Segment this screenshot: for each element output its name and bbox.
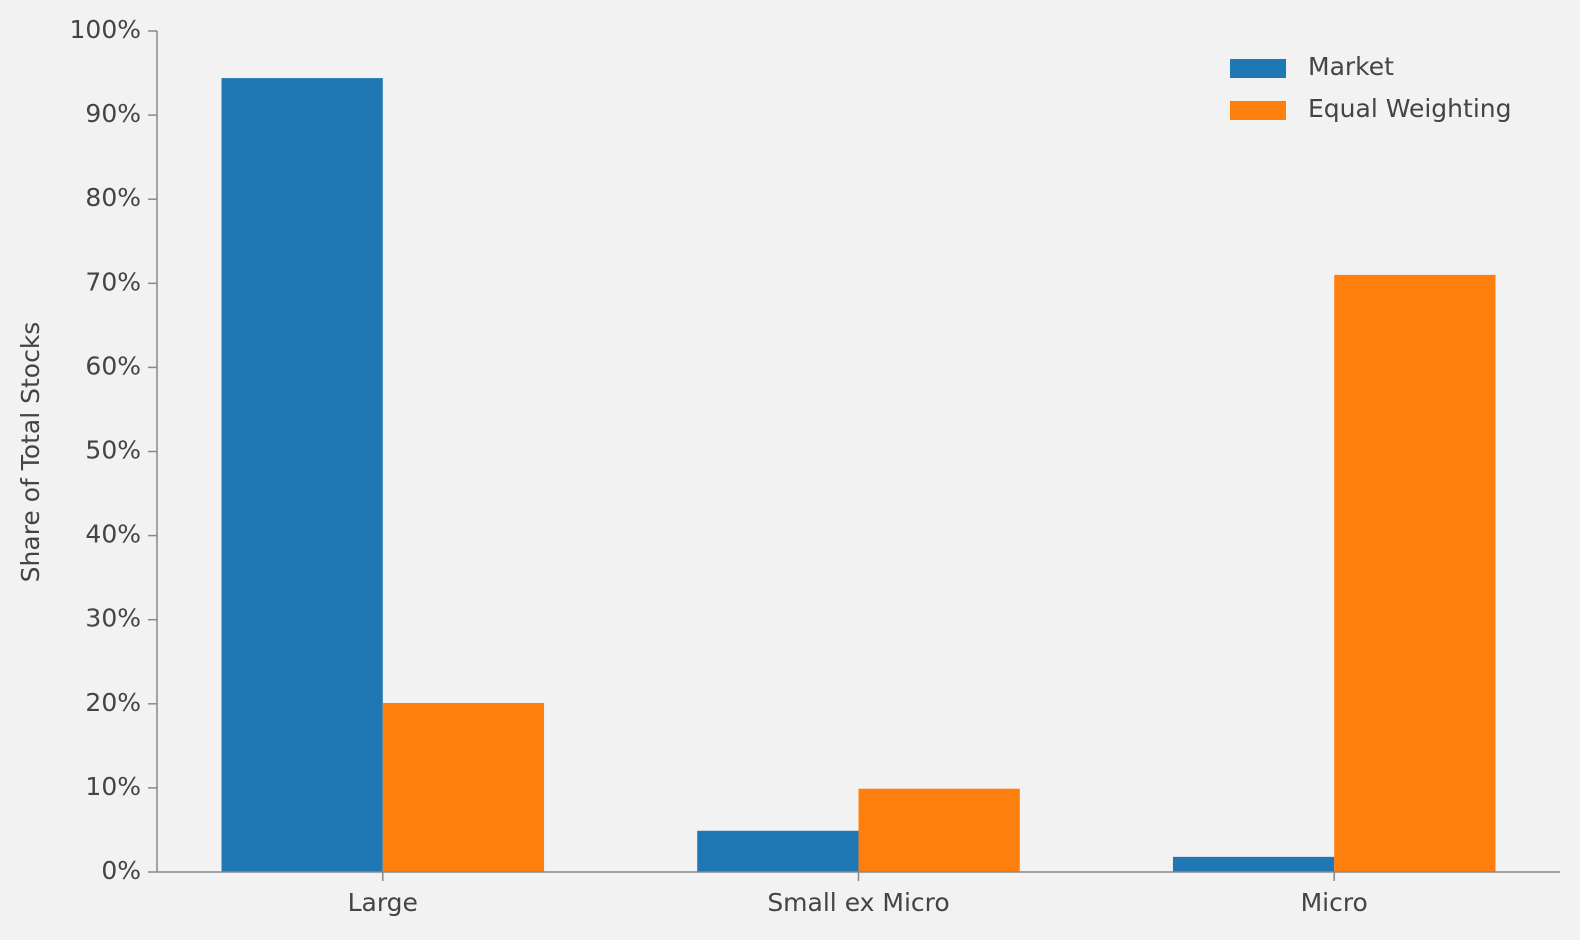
bar bbox=[697, 830, 859, 872]
bar bbox=[221, 78, 383, 872]
legend-label: Market bbox=[1308, 52, 1394, 81]
y-tick-label: 0% bbox=[101, 856, 141, 885]
bar bbox=[382, 702, 545, 872]
legend-swatch bbox=[1230, 59, 1286, 78]
y-axis-label: Share of Total Stocks bbox=[16, 322, 45, 583]
y-tick-label: 80% bbox=[85, 183, 141, 212]
y-tick-label: 20% bbox=[85, 688, 141, 717]
legend-label: Equal Weighting bbox=[1308, 94, 1511, 123]
y-tick-label: 50% bbox=[85, 436, 141, 465]
x-tick-label: Small ex Micro bbox=[767, 888, 949, 917]
bar bbox=[1334, 274, 1496, 872]
y-tick-label: 40% bbox=[85, 520, 141, 549]
y-tick-label: 60% bbox=[85, 351, 141, 380]
y-tick-label: 30% bbox=[85, 604, 141, 633]
y-tick-label: 90% bbox=[85, 99, 141, 128]
x-tick-label: Large bbox=[348, 888, 418, 917]
bar bbox=[1172, 856, 1335, 872]
y-tick-label: 70% bbox=[85, 267, 141, 296]
y-tick-label: 10% bbox=[85, 772, 141, 801]
y-tick-label: 100% bbox=[70, 15, 141, 44]
legend-swatch bbox=[1230, 101, 1286, 120]
bar bbox=[858, 788, 1020, 872]
x-tick-label: Micro bbox=[1301, 888, 1368, 917]
